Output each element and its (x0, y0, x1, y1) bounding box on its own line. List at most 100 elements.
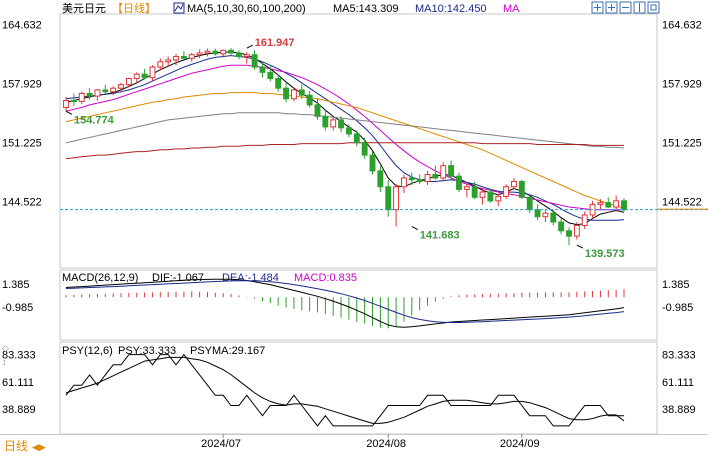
candle (605, 197, 612, 208)
price-tick-right: 164.632 (662, 20, 702, 32)
candle-body (401, 177, 407, 188)
candle-body (259, 66, 266, 73)
psy-title: PSY(12,6) (62, 345, 113, 357)
candle (102, 84, 109, 94)
candle (306, 90, 313, 108)
candle (440, 162, 447, 182)
candle (597, 199, 604, 210)
candle-body (204, 50, 211, 54)
annotation-label: 161.947 (255, 37, 295, 49)
candle-body (70, 100, 77, 103)
price-tick-left: 151.225 (2, 138, 42, 150)
candle (377, 165, 384, 193)
candle-body (408, 177, 415, 181)
candle (456, 172, 462, 193)
candle-body (141, 73, 148, 79)
candle (283, 82, 289, 103)
period-tab[interactable]: 日线 ◀▶ (4, 439, 46, 453)
svg-text:↕: ↕ (2, 357, 7, 367)
psy-legend: PSY(12,6) PSY:33.333 PSYMA:29.167 (62, 345, 265, 357)
candle (125, 77, 132, 88)
macd-line-dif (65, 278, 625, 328)
candle (314, 98, 321, 120)
annotation-label: 139.573 (585, 248, 625, 260)
candle-body (125, 78, 132, 86)
period-tab-arrows: ◀▶ (32, 442, 46, 452)
ma-line-ma60 (65, 92, 625, 209)
side-markers: ◇ ↕ (2, 343, 9, 367)
panel-frames (0, 13, 708, 435)
candle-body (471, 186, 478, 198)
period-label: 【日线】 (112, 1, 156, 15)
candle (534, 204, 541, 221)
candle (228, 48, 234, 55)
ma-extra-label: MA (503, 3, 520, 15)
macd-tick-left: -0.985 (2, 302, 33, 314)
price-candles (63, 48, 627, 246)
candle-body (613, 200, 620, 208)
candle-body (251, 54, 258, 68)
panel-icon[interactable] (633, 1, 646, 14)
psy-tick-left: 38.889 (2, 404, 36, 416)
candle-body (118, 84, 124, 89)
candle-body (235, 52, 242, 57)
candle-body (173, 55, 179, 61)
zoom-in-icon[interactable] (605, 1, 618, 14)
macd-value-label: MACD:0.835 (294, 272, 357, 284)
candle-body (361, 142, 368, 156)
candle-body (511, 180, 517, 188)
candle-body (338, 119, 345, 129)
ma-line-ma10 (65, 55, 625, 221)
period-tab-label: 日线 (4, 439, 28, 453)
candle (463, 183, 470, 198)
ma-title: MA(5,10,30,60,100,200) (187, 3, 306, 15)
candle-body (149, 66, 156, 79)
candle (63, 96, 69, 112)
candle-body (495, 195, 502, 202)
candle-body (424, 173, 431, 182)
candle (94, 89, 101, 101)
candle (361, 137, 368, 159)
candle (133, 72, 140, 83)
candle (149, 65, 156, 82)
candle-body (78, 92, 85, 102)
candle-body (393, 186, 400, 211)
candle (110, 86, 117, 96)
candle (141, 68, 148, 80)
candle-body (188, 54, 195, 59)
ma-line-ma30 (65, 64, 624, 211)
macd-line-dea (65, 280, 625, 323)
candle (70, 93, 77, 106)
candle-body (345, 127, 352, 135)
expand-icon[interactable] (647, 1, 660, 14)
move-icon[interactable] (591, 1, 604, 14)
candle (416, 174, 423, 185)
candle-body (550, 212, 557, 223)
macd-tick-left: 1.385 (2, 279, 30, 291)
ma-line-ma5 (65, 51, 625, 226)
candle (173, 53, 179, 66)
zoom-out-icon[interactable] (619, 1, 632, 14)
candle (235, 50, 242, 60)
candle (479, 188, 486, 205)
candle-body (581, 214, 588, 227)
price-tick-right: 151.225 (662, 138, 702, 150)
candle-body (526, 196, 533, 211)
price-tick-right: 157.929 (662, 79, 702, 91)
candle-body (573, 225, 580, 237)
candle (518, 179, 525, 200)
psy-tick-right: 83.333 (662, 350, 696, 362)
candle-body (479, 191, 486, 198)
candle (526, 193, 533, 214)
candle (290, 87, 297, 102)
candle (165, 56, 172, 68)
candle (369, 151, 376, 175)
candle (330, 116, 337, 131)
price-tick-left: 144.522 (2, 197, 42, 209)
candle (212, 48, 219, 56)
candle-body (503, 186, 510, 197)
psy-tick-right: 61.111 (662, 377, 694, 389)
ma-settings-icon[interactable] (173, 2, 185, 14)
candle (251, 50, 258, 70)
